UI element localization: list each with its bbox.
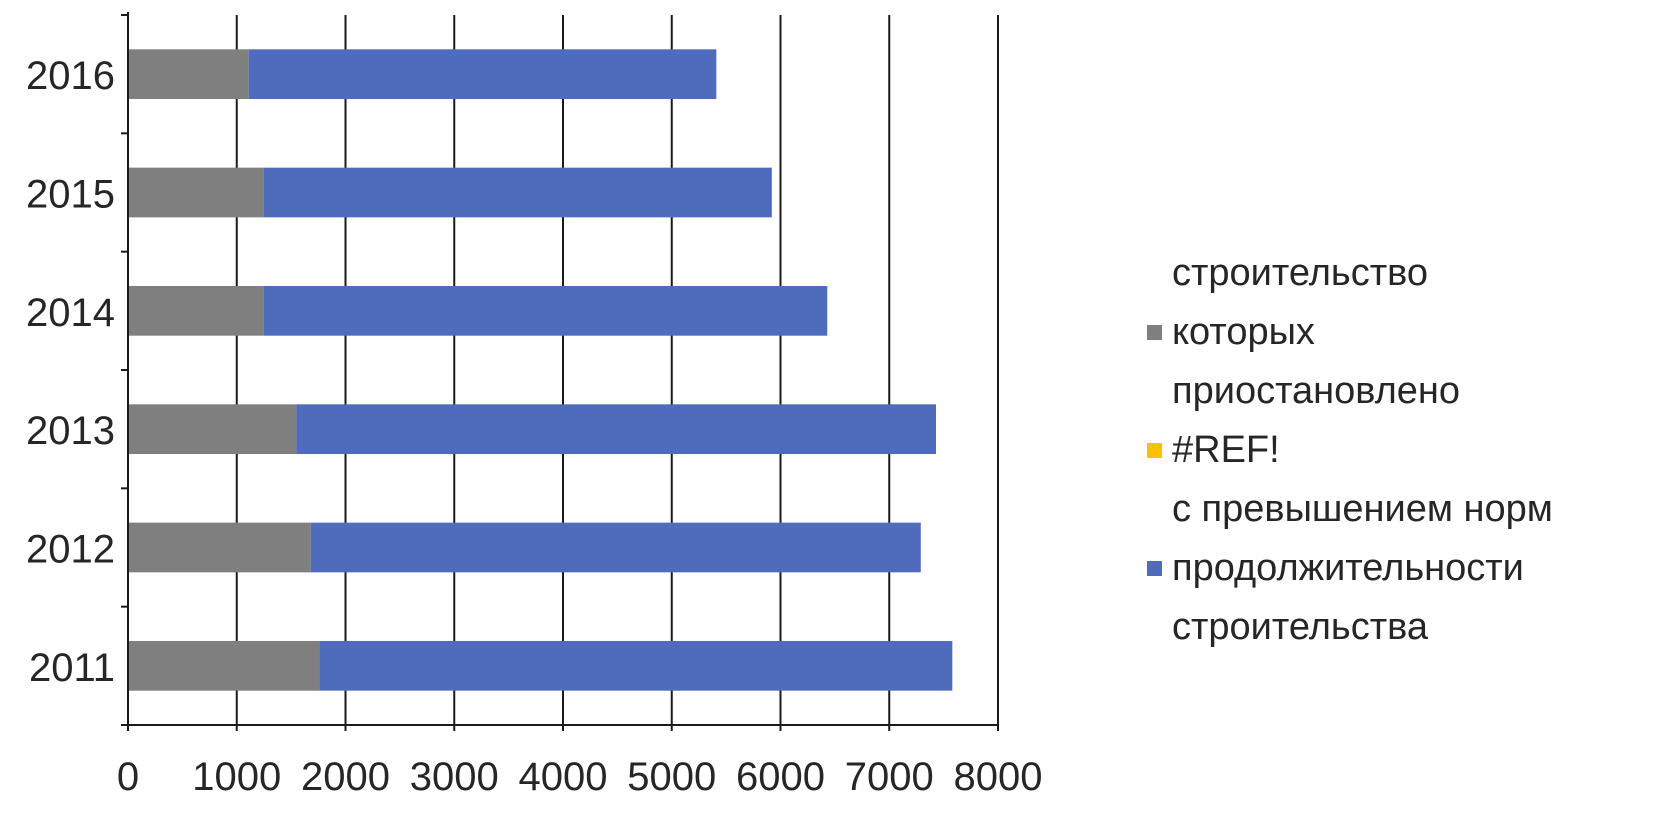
legend-swatch — [1147, 561, 1162, 576]
y-category-label: 2014 — [26, 291, 115, 335]
gridlines — [235, 15, 999, 725]
bar-segment — [296, 404, 937, 455]
bar-segment — [263, 285, 828, 336]
bar-segment — [128, 49, 249, 100]
bar-segment — [128, 522, 311, 573]
bar-segment — [128, 285, 264, 336]
x-tick-label: 2000 — [301, 755, 390, 799]
x-tick-label: 0 — [117, 755, 139, 799]
y-category-label: 2011 — [29, 646, 115, 690]
y-category-label: 2012 — [26, 528, 115, 572]
bar-segment — [128, 640, 320, 691]
x-tick-label: 1000 — [192, 755, 281, 799]
x-tick-label: 7000 — [845, 755, 934, 799]
y-category-label: 2015 — [26, 173, 115, 217]
legend: строительство которых приостановлено #REF… — [1145, 244, 1655, 657]
legend-item: #REF! — [1145, 421, 1655, 480]
y-category-label: 2013 — [26, 409, 115, 453]
legend-item: с превышением норм продолжительности стр… — [1145, 480, 1655, 657]
legend-label: строительство которых приостановлено — [1172, 252, 1461, 412]
x-tick-label: 6000 — [736, 755, 825, 799]
bars — [128, 49, 953, 691]
bar-segment — [319, 640, 953, 691]
x-tick-label: 8000 — [954, 755, 1043, 799]
x-tick-label: 5000 — [627, 755, 716, 799]
bar-segment — [248, 49, 717, 100]
bar-segment — [263, 167, 772, 218]
bar-segment — [128, 404, 297, 455]
bar-segment — [128, 167, 264, 218]
x-tick-label: 4000 — [519, 755, 608, 799]
y-category-label: 2016 — [26, 54, 115, 98]
legend-label: с превышением норм продолжительности стр… — [1172, 488, 1553, 648]
legend-item: строительство которых приостановлено — [1145, 244, 1655, 421]
legend-swatch — [1147, 443, 1162, 458]
legend-swatch — [1147, 325, 1162, 340]
x-tick-label: 3000 — [410, 755, 499, 799]
bar-segment — [310, 522, 921, 573]
axes — [121, 12, 999, 731]
tick-labels: 0 1000 2000 3000 4000 5000 6000 7000 8000 2016 201… — [26, 54, 1042, 799]
legend-label: #REF! — [1172, 429, 1280, 471]
